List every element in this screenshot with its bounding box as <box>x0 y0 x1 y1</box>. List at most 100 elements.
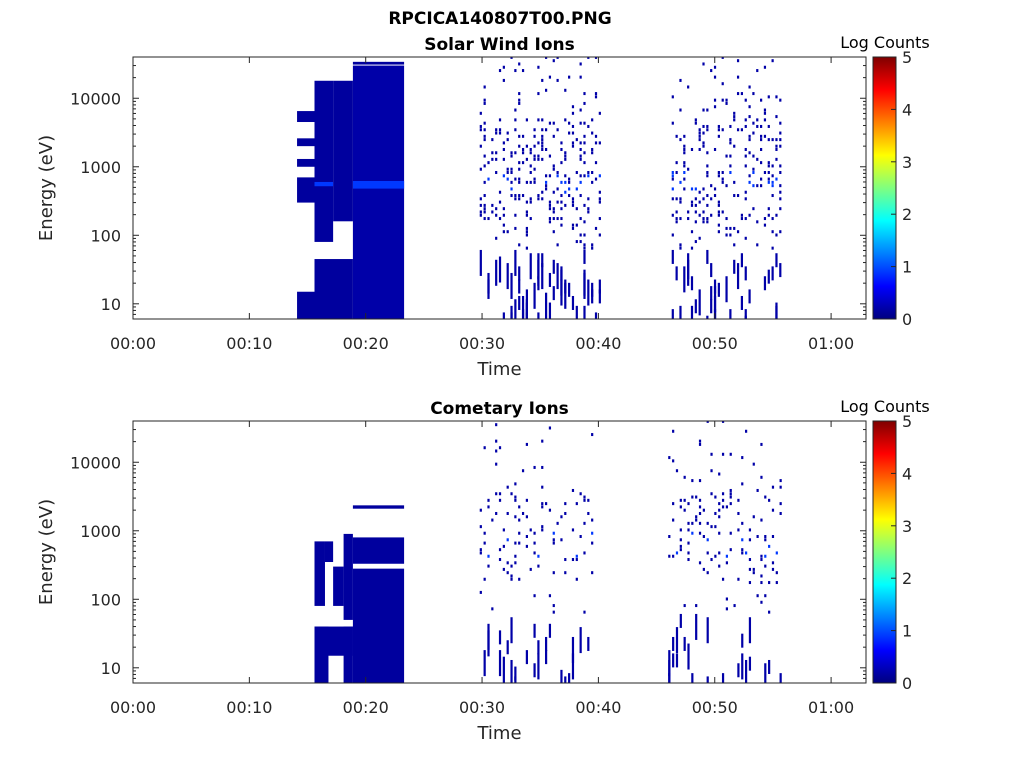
data-cell <box>568 121 571 125</box>
data-cell <box>702 508 705 512</box>
data-cell <box>741 521 744 525</box>
data-cell <box>675 161 678 165</box>
data-cell <box>483 210 486 214</box>
data-cell <box>721 505 725 509</box>
data-cell <box>748 617 752 644</box>
data-cell <box>533 623 536 638</box>
data-cell <box>560 266 563 281</box>
data-cell <box>698 289 701 316</box>
data-cell <box>560 180 563 184</box>
data-cell <box>702 567 705 571</box>
data-cell <box>729 452 732 456</box>
data-cell <box>744 164 747 168</box>
x-tick-label: 00:40 <box>575 698 621 717</box>
data-cell <box>736 194 740 198</box>
data-cell <box>533 594 536 598</box>
data-cell <box>698 511 702 515</box>
data-cell <box>729 141 732 145</box>
data-cell <box>683 147 686 151</box>
data-cell <box>495 157 498 161</box>
data-cell <box>744 124 747 128</box>
data-cell <box>518 98 521 102</box>
data-cell <box>583 269 586 296</box>
data-cell <box>744 266 747 281</box>
data-cell <box>760 518 763 522</box>
colorbar-tick-label: 4 <box>902 464 912 483</box>
data-cell <box>763 276 767 291</box>
data-cell <box>502 656 505 683</box>
data-cell <box>525 118 528 122</box>
panel-cometary-ions: 00:00 00:10 00:20 00:30 00:40 00:50 01:0010100… <box>36 397 930 744</box>
data-cell <box>717 282 720 297</box>
data-cell <box>771 508 775 512</box>
data-cell <box>297 138 315 147</box>
data-cell <box>752 154 755 158</box>
data-cell <box>760 98 763 102</box>
data-cell <box>698 138 701 142</box>
data-cell <box>748 138 751 142</box>
data-cell <box>736 263 740 290</box>
data-cell <box>571 200 575 204</box>
data-cell <box>514 118 517 122</box>
data-cell <box>556 128 559 132</box>
data-cell <box>560 161 563 165</box>
data-cell <box>668 535 671 539</box>
data-cell <box>679 197 682 201</box>
data-cell <box>552 230 555 234</box>
data-cell <box>702 108 705 112</box>
colorbar-tick-label: 2 <box>902 205 912 224</box>
data-cell <box>583 243 586 247</box>
data-cell <box>587 207 590 211</box>
colorbar-tick-label: 5 <box>902 412 912 431</box>
data-cell <box>583 220 586 224</box>
data-cell <box>587 124 590 128</box>
data-cell <box>683 266 686 293</box>
data-cell <box>533 157 536 161</box>
data-cell <box>583 151 586 155</box>
data-cell <box>495 128 498 132</box>
data-cell <box>560 269 563 296</box>
data-cell <box>587 197 590 201</box>
data-cell <box>718 531 721 535</box>
data-cell <box>710 299 713 314</box>
data-cell <box>594 161 598 165</box>
data-cell <box>514 194 517 198</box>
data-cell <box>598 141 601 145</box>
data-cell <box>495 492 498 496</box>
data-cell <box>679 78 682 82</box>
data-cell <box>552 259 555 274</box>
data-cell <box>671 187 674 191</box>
colorbar: Log Counts 0 1 2 3 4 5 <box>840 33 930 329</box>
data-cell <box>518 243 521 247</box>
data-cell <box>594 177 598 181</box>
data-cell <box>763 171 767 175</box>
data-cell <box>529 147 532 151</box>
data-cell <box>771 138 774 142</box>
data-cell <box>702 62 705 66</box>
data-cell <box>679 544 682 548</box>
data-cell <box>579 62 582 66</box>
panel-title: Solar Wind Ions <box>424 35 575 55</box>
data-cell <box>706 217 709 221</box>
data-cell <box>518 180 521 184</box>
data-cell <box>560 207 563 211</box>
data-cell <box>748 105 751 109</box>
data-cell <box>710 263 713 278</box>
data-cell <box>560 147 563 151</box>
data-cell <box>702 210 705 214</box>
data-cell <box>514 554 517 558</box>
data-cell <box>591 531 594 535</box>
data-cell <box>736 230 740 234</box>
data-cell <box>575 207 578 211</box>
data-cell <box>571 105 575 109</box>
data-cell <box>741 633 744 648</box>
data-cell <box>571 653 575 680</box>
data-cell <box>717 124 720 128</box>
data-cell <box>756 243 759 247</box>
data-cell <box>671 174 674 178</box>
axes-frame <box>132 56 867 320</box>
data-cell <box>737 663 740 678</box>
data-cell <box>729 502 732 506</box>
data-cell <box>683 498 686 502</box>
data-cell <box>537 253 540 280</box>
